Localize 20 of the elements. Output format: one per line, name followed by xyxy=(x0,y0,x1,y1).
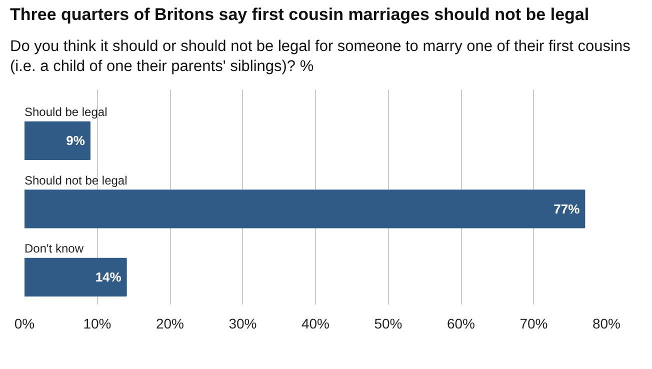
x-tick-label: 50% xyxy=(374,316,402,332)
x-tick-label: 70% xyxy=(520,316,548,332)
data-label: 77% xyxy=(554,201,580,216)
data-label: 14% xyxy=(95,270,122,285)
y-tick-label: Should be legal xyxy=(24,105,108,120)
x-tick-label: 20% xyxy=(156,316,184,332)
chart-subtitle: Do you think it should or should not be legal for someone to marry one of their first cousins (i.e. a child of one their parents' siblings)? % xyxy=(10,37,632,77)
y-tick-label: Should not be legal xyxy=(24,173,128,188)
chart-title: Three quarters of Britons say first cousin marriages should not be legal xyxy=(10,5,590,25)
y-tick-label: Don't know xyxy=(24,242,84,256)
bar xyxy=(24,190,586,228)
x-tick-label: 10% xyxy=(83,316,112,332)
x-tick-label: 30% xyxy=(228,316,257,332)
x-tick-label: 0% xyxy=(14,316,35,332)
x-tick-label: 80% xyxy=(592,316,621,332)
x-tick-label: 40% xyxy=(301,316,330,332)
data-label: 9% xyxy=(66,133,86,148)
x-tick-label: 60% xyxy=(446,316,476,332)
bar xyxy=(24,121,90,160)
bar xyxy=(24,258,127,296)
